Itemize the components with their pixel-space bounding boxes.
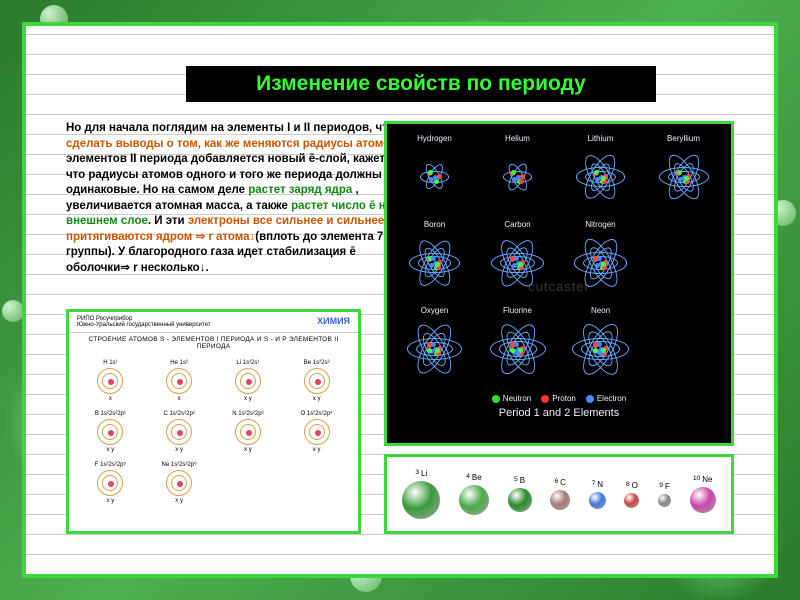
bohr-icon <box>304 368 330 394</box>
sphere-icon <box>508 488 532 512</box>
sphere-icon <box>589 492 606 509</box>
watermark: cutcaster <box>387 279 731 294</box>
atom-cell: Neon <box>561 306 640 388</box>
diagram-cell: B 1s²2s²2p¹x y <box>77 408 144 457</box>
diagram-cell: Li 1s²2s¹x y <box>215 357 282 406</box>
atom-viz <box>654 147 714 207</box>
bohr-icon <box>166 419 192 445</box>
atom-label: Neon <box>591 306 610 315</box>
atom-label: Fluorine <box>503 306 532 315</box>
bohr-icon <box>97 368 123 394</box>
atom-viz <box>405 319 465 379</box>
element-sphere: 9F <box>658 482 671 507</box>
atom-label: Nitrogen <box>585 220 615 229</box>
text-seg: растет заряд ядра <box>248 184 352 196</box>
diagram-cell: H 1s¹x <box>77 357 144 406</box>
diagram-header-right: ХИМИЯ <box>317 316 350 328</box>
diagram-cell: Ne 1s²2s²2p⁶x y <box>146 458 213 507</box>
sphere-icon <box>624 493 639 508</box>
atom-viz <box>405 147 465 207</box>
atom-label: Carbon <box>504 220 530 229</box>
element-sphere: 8O <box>624 481 639 508</box>
bohr-icon <box>235 368 261 394</box>
text-seg: сделать выводы о том, как же меняются ра… <box>66 138 397 150</box>
diagram-title: СТРОЕНИЕ АТОМОВ S - ЭЛЕМЕНТОВ I ПЕРИОДА … <box>69 333 358 353</box>
element-sphere: 4Be <box>459 473 489 515</box>
diagram-cell: C 1s²2s²2p²x y <box>146 408 213 457</box>
legend-item: Electron <box>586 394 626 403</box>
bohr-icon <box>97 419 123 445</box>
atom-label: Boron <box>424 220 445 229</box>
diagram-cell <box>283 458 350 507</box>
diagram-cell: O 1s²2s²2p⁴x y <box>283 408 350 457</box>
atom-label: Lithium <box>588 134 614 143</box>
sphere-icon <box>658 494 671 507</box>
diagram-cell: He 1s²x <box>146 357 213 406</box>
diagram-cell: F 1s²2s²2p⁵x y <box>77 458 144 507</box>
bohr-icon <box>97 470 123 496</box>
atom-viz <box>488 147 548 207</box>
bohr-icon <box>166 470 192 496</box>
atom-label: Oxygen <box>421 306 449 315</box>
bohr-icon <box>166 368 192 394</box>
atom-cell: Helium <box>478 134 557 216</box>
diagram-cell: Be 1s²2s²x y <box>283 357 350 406</box>
sphere-icon <box>550 490 570 510</box>
diagram-header-left: РИПО Росучприбор Южно-Уральский государс… <box>77 316 210 328</box>
element-sphere: 10Ne <box>690 475 716 513</box>
title-box: Изменение свойств по периоду <box>186 66 656 102</box>
text-seg: . И эти <box>148 215 188 227</box>
atom-cell: Fluorine <box>478 306 557 388</box>
atoms-caption: Period 1 and 2 Elements <box>387 403 731 425</box>
atom-viz <box>571 147 631 207</box>
atom-viz <box>488 319 548 379</box>
diagram-cell: N 1s²2s²2p³x y <box>215 408 282 457</box>
text-seg: Но для начала поглядим на элементы I и I… <box>66 122 412 134</box>
content-frame: Изменение свойств по периоду Но для нача… <box>22 22 778 578</box>
bohr-icon <box>304 419 330 445</box>
page-title: Изменение свойств по периоду <box>256 72 586 95</box>
element-sphere: 5B <box>508 476 532 512</box>
sphere-icon <box>402 481 440 519</box>
element-sphere: 7N <box>589 480 606 509</box>
atom-cell: Oxygen <box>395 306 474 388</box>
bohr-icon <box>235 419 261 445</box>
legend-item: Neutron <box>492 394 531 403</box>
legend-item: Proton <box>541 394 576 403</box>
atom-label: Beryllium <box>667 134 700 143</box>
atom-cell: Beryllium <box>644 134 723 216</box>
diagram-panel: РИПО Росучприбор Южно-Уральский государс… <box>66 309 361 534</box>
atom-cell <box>644 306 723 388</box>
atom-viz <box>571 319 631 379</box>
atoms-legend: Neutron Proton Electron <box>387 392 731 403</box>
sphere-icon <box>690 487 716 513</box>
atoms-panel: Hydrogen Helium Lithium Beryllium Boron Carbo… <box>384 121 734 446</box>
element-sphere: 6C <box>550 478 570 510</box>
explanation-text: Но для начала поглядим на элементы I и I… <box>66 121 416 276</box>
sphere-icon <box>459 485 489 515</box>
radius-panel: 3Li 4Be 5B 6C 7N 8O 9F 10Ne <box>384 454 734 534</box>
atom-label: Helium <box>505 134 530 143</box>
atom-cell: Hydrogen <box>395 134 474 216</box>
atom-label: Hydrogen <box>417 134 452 143</box>
atom-cell: Lithium <box>561 134 640 216</box>
element-sphere: 3Li <box>402 469 440 519</box>
diagram-cell <box>215 458 282 507</box>
